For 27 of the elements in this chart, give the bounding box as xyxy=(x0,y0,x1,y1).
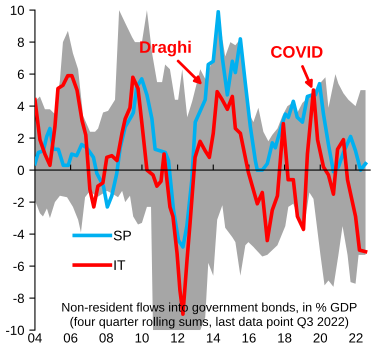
y-tick-label: 4 xyxy=(17,102,24,111)
y-tick-label: -8 xyxy=(13,294,24,304)
y-tick-label: -2 xyxy=(13,198,24,207)
x-tick-label: 12 xyxy=(171,333,184,342)
x-tick-label: 18 xyxy=(278,333,292,343)
y-tick-label: -4 xyxy=(13,230,24,239)
legend-label: SP xyxy=(114,230,131,240)
x-tick-label: 10 xyxy=(136,333,149,343)
y-tick-label: 6 xyxy=(18,70,24,79)
y-tick-label: -10 xyxy=(6,326,24,336)
line-series xyxy=(34,10,368,249)
x-tick-label: 08 xyxy=(99,333,114,343)
legend-label: IT xyxy=(114,260,126,270)
annotation: Draghi xyxy=(140,40,191,56)
y-tick-label: 2 xyxy=(18,134,24,143)
x-tick-label: 04 xyxy=(28,333,42,343)
x-tick-label: 22 xyxy=(349,333,363,342)
y-tick-label: -6 xyxy=(13,262,24,272)
x-tick-label: 14 xyxy=(206,333,220,342)
annotation: COVID xyxy=(271,46,322,58)
x-tick-label: 06 xyxy=(64,333,78,343)
y-tick-label: 10 xyxy=(10,6,24,15)
line-series xyxy=(34,74,368,316)
y-tick-label: 0 xyxy=(18,166,24,176)
x-tick-label: 20 xyxy=(314,333,328,343)
x-tick-label: 16 xyxy=(242,333,256,343)
y-tick-label: 8 xyxy=(18,38,24,47)
